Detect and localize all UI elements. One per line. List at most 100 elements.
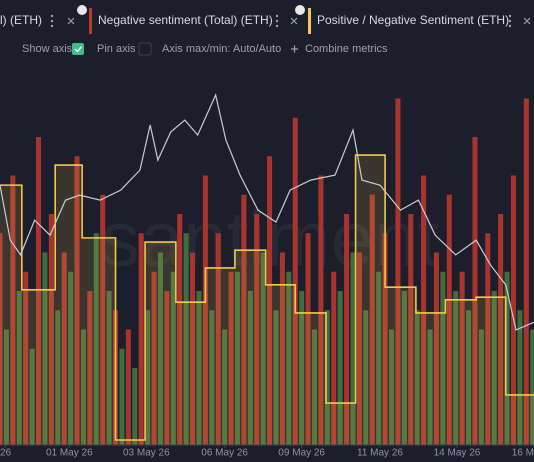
x-tick-label: 26 (0, 448, 12, 459)
bar (498, 214, 504, 445)
show-axis-label[interactable]: Show axis (22, 43, 73, 55)
bar (209, 310, 215, 445)
combine-label[interactable]: Combine metrics (305, 43, 388, 55)
bar (414, 310, 420, 445)
x-tick-label: 16 M (512, 448, 534, 459)
bar (523, 98, 529, 445)
bar (273, 310, 279, 445)
bar (369, 194, 375, 445)
bar (3, 329, 9, 445)
bar (254, 214, 260, 445)
tab-bar: l) (ETH) Negative sentiment (Total) (ETH… (0, 5, 531, 34)
plot (0, 93, 534, 445)
tab-color (308, 8, 311, 34)
bar (119, 348, 125, 445)
bar (356, 252, 362, 445)
tab-label[interactable]: Positive / Negative Sentiment (ETH) (317, 13, 509, 27)
bar (376, 271, 382, 445)
bar (202, 175, 208, 445)
bar (196, 291, 202, 445)
bar (267, 156, 273, 445)
bar (145, 310, 151, 445)
price-line (0, 93, 534, 331)
x-tick-label: 01 May 26 (46, 448, 93, 459)
bar (350, 252, 356, 445)
bar (157, 252, 163, 445)
bar (48, 214, 54, 445)
bar (504, 271, 510, 445)
eth-icon (77, 5, 87, 15)
x-tick-label: 03 May 26 (123, 448, 170, 459)
tab-label[interactable]: Negative sentiment (Total) (ETH) (98, 13, 273, 27)
bar (485, 233, 491, 445)
bar (401, 291, 407, 445)
bar (215, 233, 221, 445)
bar (530, 329, 534, 445)
bar (68, 271, 74, 445)
bar (324, 310, 330, 445)
bar (241, 194, 247, 445)
bar (61, 252, 67, 445)
bar (55, 310, 61, 445)
bar (389, 329, 395, 445)
bar (29, 348, 35, 445)
show-axis-checkbox[interactable] (72, 43, 84, 55)
tab-label[interactable]: l) (ETH) (0, 13, 42, 27)
bar (164, 291, 170, 445)
bar (42, 252, 48, 445)
bar (466, 310, 472, 445)
bar (331, 271, 337, 445)
menu-icon[interactable] (508, 14, 512, 28)
close-icon[interactable] (67, 17, 75, 25)
bar (395, 98, 401, 445)
bar (305, 233, 311, 445)
bar (138, 233, 144, 445)
bar (510, 175, 516, 445)
menu-icon[interactable] (50, 14, 54, 28)
bar (100, 194, 106, 445)
close-icon[interactable] (523, 17, 531, 25)
bar (421, 175, 427, 445)
menu-icon[interactable] (275, 14, 279, 28)
bar (125, 329, 131, 445)
axis-range-label[interactable]: Axis max/min: Auto/Auto (162, 43, 281, 55)
bar (23, 271, 29, 445)
bar (517, 310, 523, 445)
x-tick-label: 14 May 26 (434, 448, 481, 459)
bar (132, 368, 138, 445)
bar (177, 214, 183, 445)
bar (478, 329, 484, 445)
bar (408, 214, 414, 445)
pin-axis-label[interactable]: Pin axis (97, 43, 136, 55)
bar (36, 137, 42, 445)
bar (491, 291, 497, 445)
bar (190, 252, 196, 445)
bar (260, 252, 266, 445)
bar (433, 252, 439, 445)
bar (106, 291, 112, 445)
bar (453, 291, 459, 445)
bar (337, 291, 343, 445)
bar (234, 271, 240, 445)
pin-axis-checkbox[interactable] (138, 42, 152, 56)
bar (247, 291, 253, 445)
close-icon[interactable] (290, 17, 298, 25)
bar (446, 194, 452, 445)
bar (222, 329, 228, 445)
plus-icon (291, 45, 298, 53)
bar (299, 291, 305, 445)
bar (459, 271, 465, 445)
x-tick-label: 11 May 26 (357, 448, 403, 459)
bar (363, 310, 369, 445)
bar (427, 329, 433, 445)
bar (93, 233, 99, 445)
bar (318, 175, 324, 445)
bar (382, 233, 388, 445)
bar (0, 233, 3, 445)
bar (472, 137, 478, 445)
bar (151, 271, 157, 445)
x-tick-label: 06 May 26 (201, 448, 248, 459)
bar (80, 329, 86, 445)
tab-color (89, 8, 92, 34)
